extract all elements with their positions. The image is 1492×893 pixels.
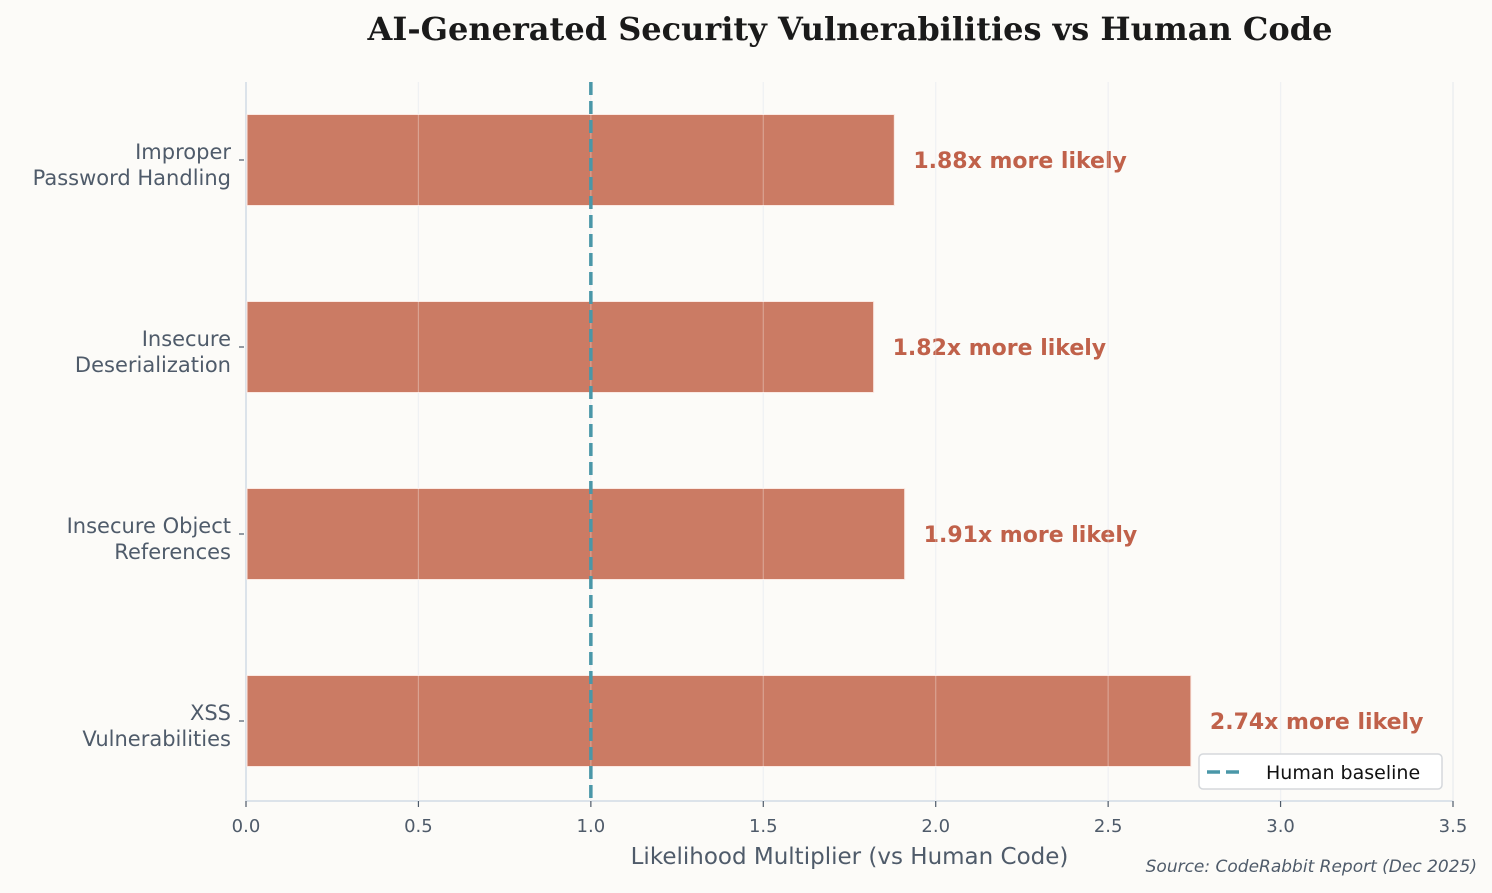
data-label: 1.88x more likely bbox=[913, 149, 1127, 174]
source-note: Source: CodeRabbit Report (Dec 2025) bbox=[1145, 857, 1477, 877]
legend-label: Human baseline bbox=[1266, 762, 1420, 784]
data-label: 1.82x more likely bbox=[893, 336, 1107, 361]
legend bbox=[1198, 753, 1443, 790]
x-tick-label: 1.5 bbox=[749, 816, 778, 837]
y-tick-label: Insecure Object References bbox=[67, 514, 231, 564]
data-label: 2.74x more likely bbox=[1210, 710, 1424, 735]
bar bbox=[246, 301, 875, 393]
y-tick-label: XSS Vulnerabilities bbox=[82, 701, 231, 751]
x-tick-label: 0.0 bbox=[232, 816, 261, 837]
x-axis-label: Likelihood Multiplier (vs Human Code) bbox=[631, 844, 1069, 870]
x-tick-label: 2.5 bbox=[1094, 816, 1123, 837]
chart-title: AI-Generated Security Vulnerabilities vs… bbox=[367, 10, 1333, 48]
y-tick-label: Insecure Deserialization bbox=[75, 327, 231, 377]
bar bbox=[246, 114, 895, 206]
x-tick-label: 3.0 bbox=[1266, 816, 1295, 837]
bar bbox=[246, 675, 1192, 767]
x-tick-label: 0.5 bbox=[404, 816, 433, 837]
x-tick-label: 3.5 bbox=[1439, 816, 1468, 837]
x-tick-label: 2.0 bbox=[921, 816, 950, 837]
y-tick-label: Improper Password Handling bbox=[33, 140, 232, 190]
x-tick-label: 1.0 bbox=[577, 816, 606, 837]
bar bbox=[246, 488, 906, 580]
data-label: 1.91x more likely bbox=[924, 523, 1138, 548]
